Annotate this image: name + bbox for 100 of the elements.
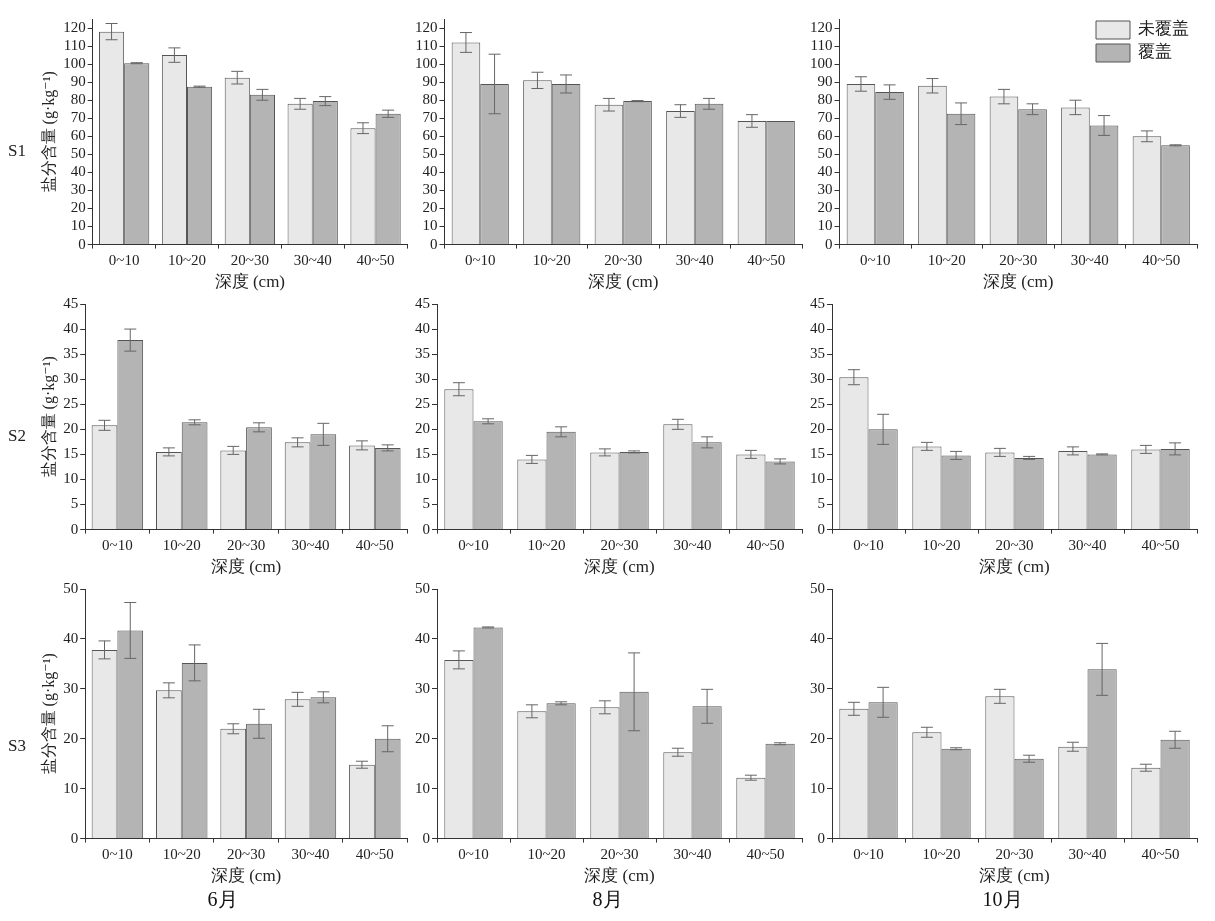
y-tick-label: 100	[415, 55, 438, 72]
y-tick-label: 20	[810, 729, 825, 746]
y-tick-label: 50	[422, 145, 438, 162]
y-tick-label: 40	[422, 163, 438, 180]
y-tick-label: 60	[817, 127, 833, 144]
x-tick-label: 30~40	[293, 251, 332, 268]
y-tick-label: 5	[817, 495, 825, 512]
y-tick-label: 90	[70, 73, 86, 90]
y-tick-label: 0	[817, 829, 825, 846]
y-tick-label: 110	[810, 37, 833, 54]
x-tick-label: 20~30	[999, 251, 1038, 268]
y-tick-label: 10	[70, 217, 86, 234]
x-tick-label: 30~40	[673, 536, 712, 553]
y-tick-label: 40	[415, 629, 430, 646]
x-axis-title: 深度 (cm)	[588, 272, 659, 292]
y-tick-label: 40	[810, 320, 825, 336]
x-tick-label: 20~30	[230, 251, 269, 268]
x-axis-title: 深度 (cm)	[584, 866, 655, 886]
text: 10月	[982, 888, 1023, 911]
x-axis-title: 深度 (cm)	[214, 272, 286, 292]
y-tick-label: 0	[422, 520, 430, 537]
y-tick-label: 20	[70, 199, 86, 216]
x-tick-label: 30~40	[291, 845, 330, 862]
x-tick-label: 40~50	[355, 845, 394, 862]
x-tick-label: 40~50	[1141, 845, 1180, 862]
x-tick-label: 20~30	[227, 536, 266, 553]
y-axis-title: 盐分含量 (g·kg⁻¹)	[39, 71, 58, 193]
x-tick-label: 30~40	[673, 845, 712, 862]
y-tick-label: 10	[422, 217, 438, 234]
y-tick-label: 60	[70, 127, 86, 144]
y-tick-label: 30	[415, 370, 430, 387]
x-tick-label: 10~20	[922, 536, 961, 553]
legend-label: 未覆盖	[1138, 19, 1189, 39]
y-tick-label: 10	[63, 779, 79, 796]
x-tick-label: 0~10	[859, 251, 891, 268]
x-tick-label: 30~40	[1068, 536, 1107, 553]
y-tick-label: 20	[63, 420, 79, 437]
x-tick-label: 30~40	[1068, 845, 1107, 862]
x-tick-label: 10~20	[527, 536, 566, 553]
y-tick-label: 50	[70, 145, 86, 162]
y-tick-label: 5	[70, 495, 79, 512]
y-tick-label: 20	[817, 199, 833, 216]
y-tick-label: 25	[810, 395, 825, 412]
y-tick-label: 10	[63, 470, 79, 487]
legend-label: 覆盖	[1138, 42, 1172, 62]
x-tick-label: 20~30	[600, 845, 639, 862]
x-tick-label: 20~30	[600, 536, 639, 553]
y-tick-label: 80	[70, 91, 86, 108]
x-axis-title: 深度 (cm)	[983, 272, 1054, 292]
y-tick-label: 120	[810, 18, 833, 35]
y-tick-label: 40	[810, 629, 825, 646]
y-tick-label: 15	[810, 445, 825, 462]
x-tick-label: 0~10	[108, 251, 140, 268]
y-tick-label: 30	[63, 370, 79, 387]
y-tick-label: 50	[810, 579, 825, 596]
y-tick-label: 40	[817, 163, 833, 180]
y-tick-label: 40	[415, 320, 430, 336]
x-tick-label: 0~10	[464, 251, 496, 268]
x-tick-label: 10~20	[532, 251, 571, 268]
x-tick-label: 40~50	[1141, 536, 1180, 553]
y-tick-label: 30	[810, 370, 825, 387]
x-tick-label: 20~30	[995, 536, 1034, 553]
y-tick-label: 20	[810, 420, 825, 437]
x-tick-label: 20~30	[604, 251, 643, 268]
y-tick-label: 110	[415, 37, 438, 54]
y-tick-label: 15	[63, 445, 79, 462]
y-tick-label: 45	[415, 294, 430, 311]
y-tick-label: 70	[70, 109, 86, 126]
y-tick-label: 0	[430, 235, 438, 252]
x-tick-label: 20~30	[995, 845, 1034, 862]
x-axis-title: 深度 (cm)	[584, 557, 655, 577]
y-tick-label: 10	[415, 470, 430, 487]
x-tick-label: 30~40	[675, 251, 714, 268]
text: 6月	[207, 888, 238, 911]
y-tick-label: 45	[63, 294, 79, 311]
x-tick-label: 40~50	[746, 845, 785, 862]
y-axis-title: 盐分含量 (g·kg⁻¹)	[39, 653, 58, 775]
text: S3	[8, 735, 27, 756]
y-tick-label: 120	[63, 18, 86, 35]
y-tick-label: 45	[810, 294, 825, 311]
x-tick-label: 20~30	[227, 845, 266, 862]
y-tick-label: 0	[422, 829, 430, 846]
y-tick-label: 20	[415, 729, 430, 746]
x-tick-label: 10~20	[162, 845, 201, 862]
y-tick-label: 15	[415, 445, 430, 462]
y-tick-label: 90	[422, 73, 438, 90]
y-tick-label: 100	[63, 55, 86, 72]
x-axis-title: 深度 (cm)	[979, 557, 1050, 577]
y-tick-label: 5	[422, 495, 430, 512]
x-tick-label: 40~50	[747, 251, 786, 268]
x-tick-label: 30~40	[291, 536, 330, 553]
y-tick-label: 20	[422, 199, 438, 216]
y-tick-label: 80	[817, 91, 833, 108]
y-tick-label: 100	[810, 55, 833, 72]
x-tick-label: 30~40	[1070, 251, 1109, 268]
y-tick-label: 50	[817, 145, 833, 162]
y-tick-label: 10	[810, 779, 825, 796]
y-tick-label: 20	[63, 729, 79, 746]
y-tick-label: 35	[810, 345, 825, 362]
text: 8月	[592, 888, 623, 911]
